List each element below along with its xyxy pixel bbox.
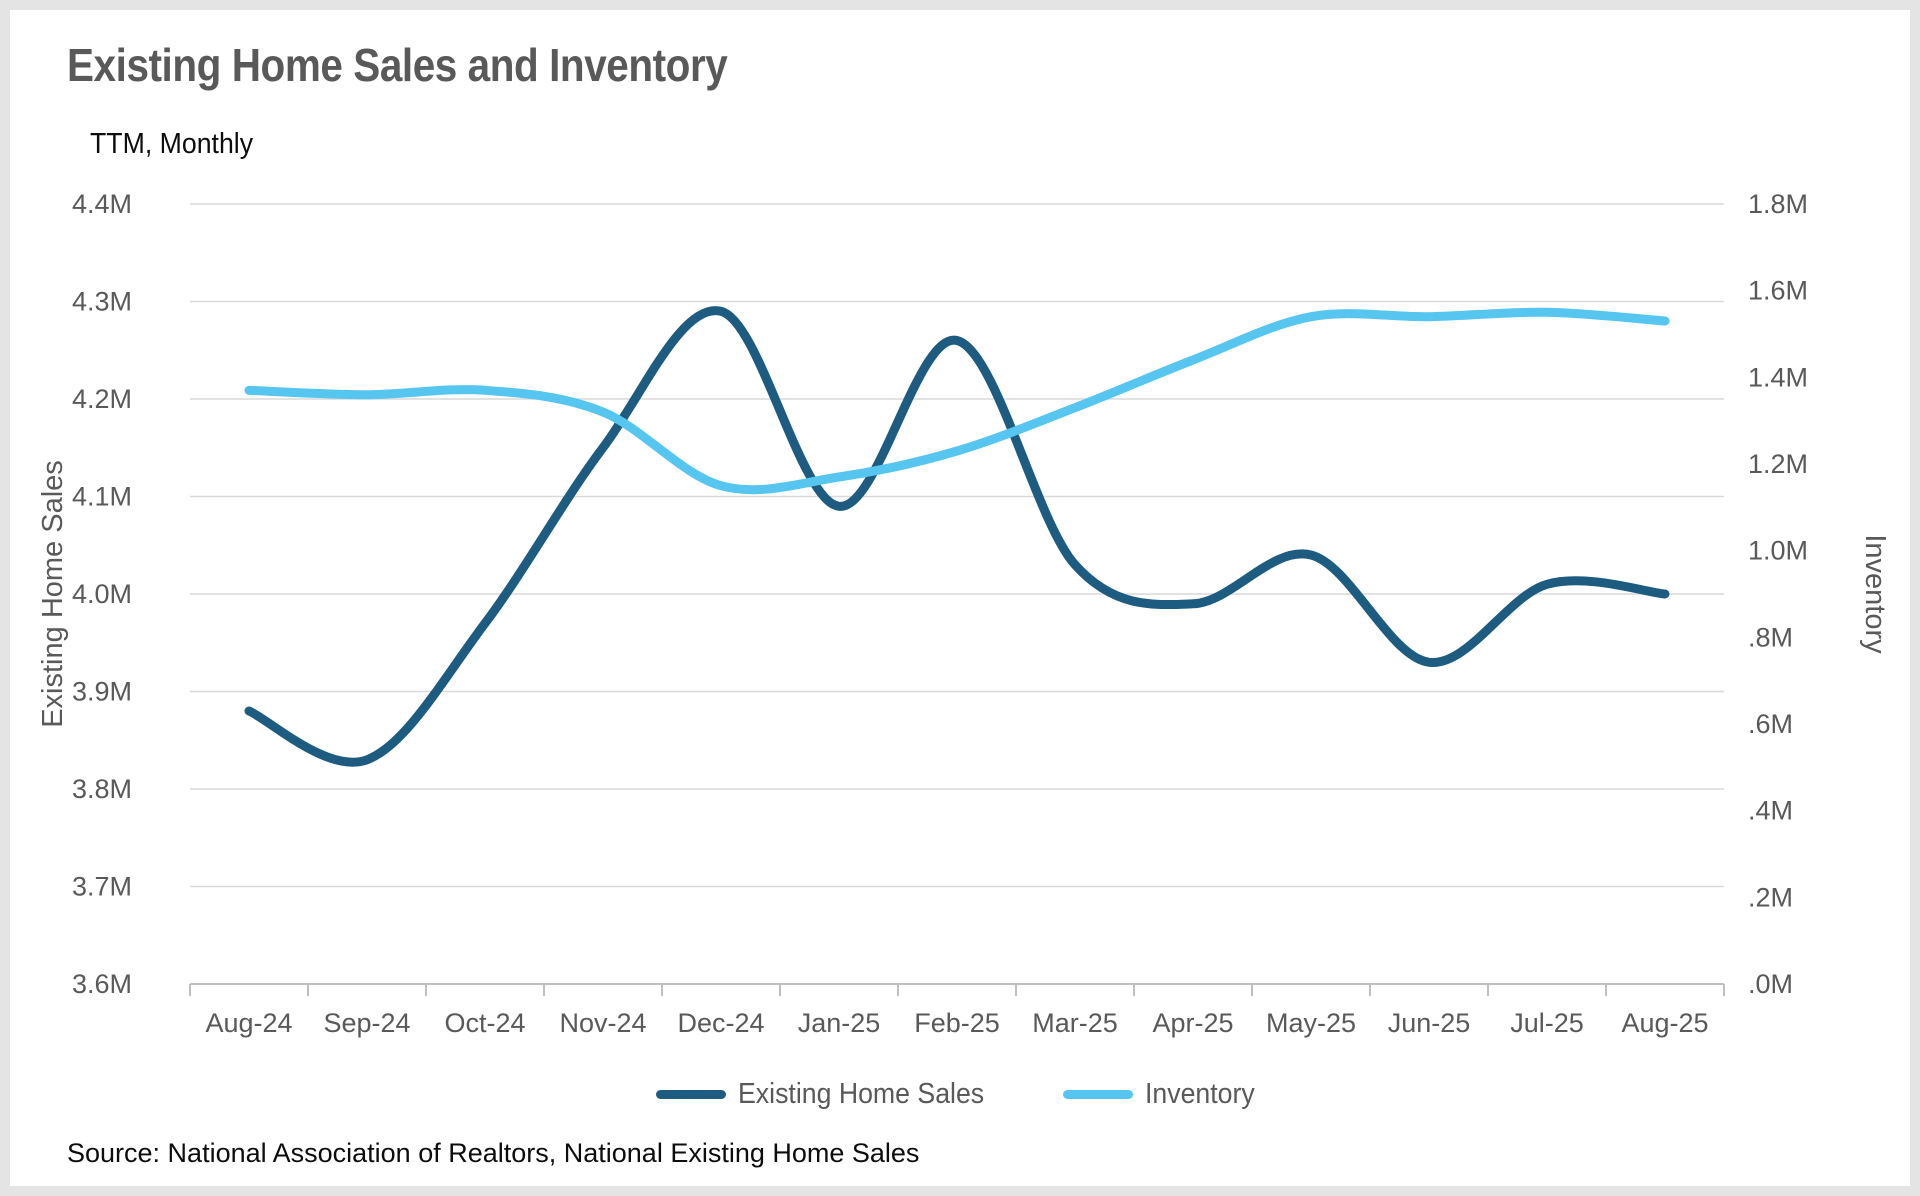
legend-swatch xyxy=(655,1090,726,1099)
right-axis-title: Inventory xyxy=(1859,534,1891,654)
x-axis-tick-label: Nov-24 xyxy=(559,1008,646,1038)
x-axis-tick-label: Aug-24 xyxy=(205,1008,292,1038)
legend-label: Existing Home Sales xyxy=(737,1078,984,1110)
legend-item: Inventory xyxy=(1063,1078,1264,1111)
x-axis-tick-label: Jan-25 xyxy=(798,1008,881,1038)
source-note: Source: National Association of Realtors… xyxy=(67,1138,920,1168)
x-axis-tick-label: Oct-24 xyxy=(444,1008,525,1038)
y-axis-left-tick-label: 4.2M xyxy=(72,384,132,414)
chart-card: 4.4M 4.3M 4.2M 4.1M 4.0M 3.9M 3.8M 3.7M 3.6M 1.8M… xyxy=(10,10,1910,1186)
x-axis-tick-label: Apr-25 xyxy=(1152,1008,1233,1038)
y-axis-right-tick-label: .4M xyxy=(1748,796,1793,826)
x-axis-tick-label: Mar-25 xyxy=(1032,1008,1118,1038)
x-axis-tick-label: Jun-25 xyxy=(1388,1008,1471,1038)
legend: Existing Home Sales Inventory xyxy=(10,1078,1910,1111)
left-axis-title: Existing Home Sales xyxy=(37,460,69,728)
legend-item: Existing Home Sales xyxy=(655,1078,1006,1111)
x-axis-tick-label: May-25 xyxy=(1266,1008,1356,1038)
chart-subtitle: TTM, Monthly xyxy=(90,128,254,160)
inventory-line-series xyxy=(244,307,1670,495)
y-axis-right-tick-label: 1.6M xyxy=(1748,276,1808,306)
x-axis-tick-label: Dec-24 xyxy=(677,1008,764,1038)
chart-title: Existing Home Sales and Inventory xyxy=(67,39,728,91)
y-axis-left-tick-label: 3.8M xyxy=(72,774,132,804)
y-axis-right-tick-label: 1.2M xyxy=(1748,449,1808,479)
y-axis-right-tick-label: .2M xyxy=(1748,882,1793,912)
plot-area: 4.4M 4.3M 4.2M 4.1M 4.0M 3.9M 3.8M 3.7M 3.6M 1.8M… xyxy=(37,189,1891,1038)
legend-swatch xyxy=(1063,1090,1134,1099)
y-axis-left-tick-label: 3.9M xyxy=(72,677,132,707)
y-axis-right-tick-label: 1.8M xyxy=(1748,189,1808,219)
sales-line-series xyxy=(244,306,1670,767)
x-axis-tick-label: Aug-25 xyxy=(1621,1008,1708,1038)
y-axis-left-tick-label: 3.7M xyxy=(72,872,132,902)
y-axis-right-tick-label: .0M xyxy=(1748,969,1793,999)
y-axis-left-tick-label: 4.0M xyxy=(72,579,132,609)
x-axis-tick-label: Sep-24 xyxy=(323,1008,410,1038)
y-axis-left-tick-label: 3.6M xyxy=(72,969,132,999)
x-axis-tick-label: Jul-25 xyxy=(1510,1008,1584,1038)
legend-label: Inventory xyxy=(1145,1078,1255,1110)
y-axis-right-tick-label: .8M xyxy=(1748,622,1793,652)
y-axis-left-tick-label: 4.3M xyxy=(72,287,132,317)
y-axis-left-tick-label: 4.1M xyxy=(72,482,132,512)
y-axis-right-tick-label: 1.4M xyxy=(1748,362,1808,392)
y-axis-right-tick-label: 1.0M xyxy=(1748,536,1808,566)
y-axis-left-tick-label: 4.4M xyxy=(72,189,132,219)
x-axis-tick-label: Feb-25 xyxy=(914,1008,1000,1038)
y-axis-right-tick-label: .6M xyxy=(1748,709,1793,739)
